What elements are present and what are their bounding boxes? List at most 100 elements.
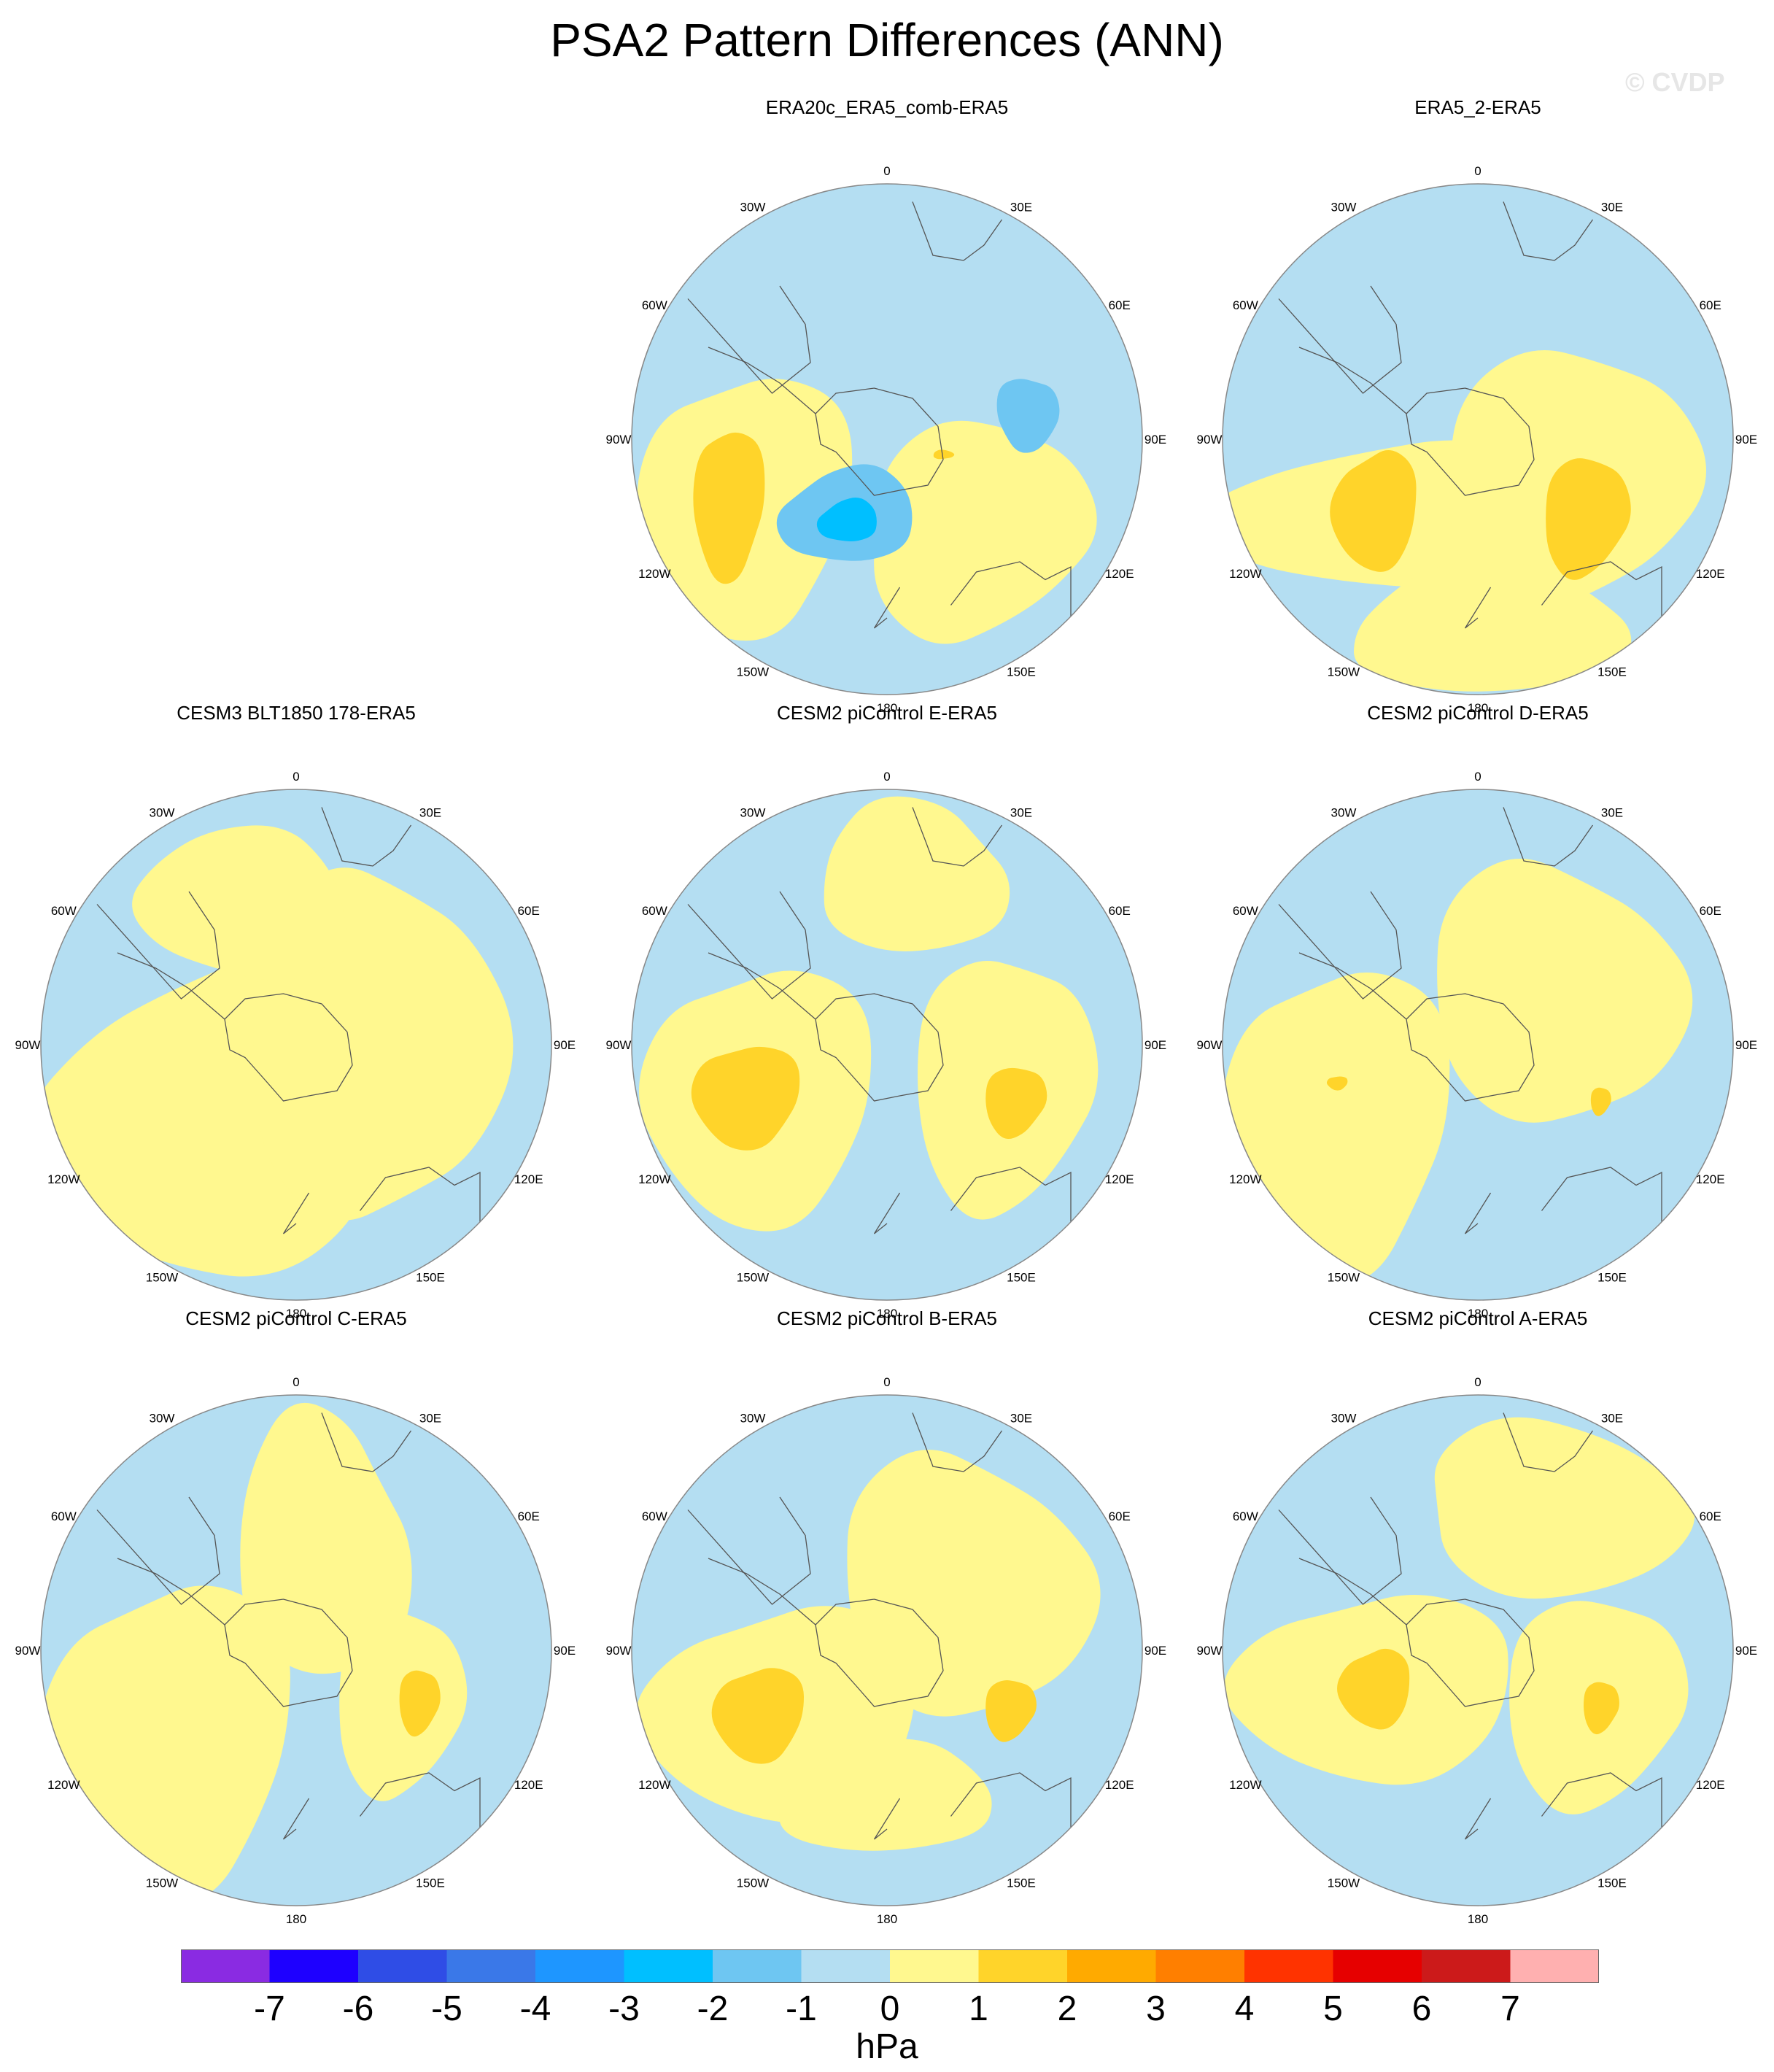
longitude-label: 0 [883, 164, 890, 178]
peninsula-coast [1298, 1558, 1407, 1625]
contour-region-pos-1 [1353, 562, 1632, 692]
colorbar-swatch [1333, 1949, 1422, 1983]
longitude-label: 90W [15, 1644, 41, 1658]
field-layer [1223, 1395, 1733, 1906]
antarctica-coast [815, 1599, 944, 1707]
polar-map-cesm3: 0 30E 60E 90E 120E 150E 180 150W 120W 90W 60W 30W [15, 770, 576, 1321]
longitude-label: 150W [1328, 665, 1360, 679]
longitude-label: 150E [1007, 1876, 1036, 1890]
longitude-label: 60W [1233, 298, 1258, 312]
longitude-label: 60W [1233, 904, 1258, 918]
colorbar-swatch [801, 1949, 891, 1983]
contour-region-pos-2 [711, 1668, 805, 1764]
panel-title: CESM2 piControl B-ERA5 [777, 1307, 997, 1329]
longitude-label: 90W [15, 1038, 41, 1052]
coastlines [1278, 1412, 1662, 1840]
colorbar-tick-label: -2 [697, 1990, 729, 2028]
figure-title: PSA2 Pattern Differences (ANN) [550, 14, 1224, 66]
new-zealand-coast [873, 587, 901, 629]
colorbar-swatch [1510, 1949, 1599, 1983]
map-border [1222, 789, 1734, 1301]
south-america-coast [96, 1496, 220, 1605]
longitude-label: 60E [1109, 1509, 1131, 1523]
map-border [631, 1394, 1143, 1906]
longitude-label: 0 [883, 770, 890, 784]
longitude-label: 30W [740, 1411, 766, 1425]
longitude-label: 120E [514, 1172, 543, 1186]
map-panel-era5-2: ERA5_2-ERA5 0 30E 60E 90E 120E 150E 180 150W 120… [1186, 96, 1770, 731]
australia-coast [1541, 1167, 1662, 1224]
coastlines [1278, 807, 1662, 1234]
longitude-label: 90W [606, 1644, 632, 1658]
watermark: © CVDP [1625, 67, 1725, 97]
longitude-label: 30E [419, 1411, 441, 1425]
panel-title: CESM2 piControl C-ERA5 [185, 1307, 407, 1329]
panel-title: CESM2 piControl D-ERA5 [1367, 702, 1589, 724]
colorbar-swatches [181, 1949, 1599, 1983]
longitude-label: 30E [1010, 805, 1032, 819]
contour-region-pos-2 [399, 1670, 441, 1737]
longitude-label: 90W [1197, 433, 1223, 447]
longitude-label: 180 [1468, 1307, 1488, 1321]
longitude-label: 150E [1597, 1876, 1627, 1890]
new-zealand-coast [282, 1192, 310, 1234]
longitude-label: 120W [638, 1778, 670, 1792]
longitude-label: 120W [1229, 1172, 1261, 1186]
longitude-label: 180 [286, 1912, 306, 1926]
map-panel-era20c: ERA20c_ERA5_comb-ERA5 0 30E 60E 90E 120E 150E… [595, 96, 1179, 731]
south-america-coast [96, 891, 220, 1000]
longitude-label: 30W [1331, 200, 1357, 214]
colorbar-tick-label: 1 [969, 1990, 988, 2028]
colorbar-swatch [535, 1949, 624, 1983]
colorbar-tick-label: -1 [786, 1990, 817, 2028]
south-america-coast [1278, 891, 1402, 1000]
polar-map-cesm2-d: 0 30E 60E 90E 120E 150E 180 150W 120W 90W 60W 30W [1197, 770, 1758, 1321]
map-border [1222, 1394, 1734, 1906]
longitude-label: 90E [1735, 433, 1757, 447]
longitude-label: 180 [877, 701, 897, 715]
longitude-label: 120W [638, 567, 670, 581]
south-america-coast [687, 891, 811, 1000]
antarctica-coast [815, 993, 944, 1102]
africa-coast [1503, 1412, 1594, 1472]
colorbar-swatch [713, 1949, 802, 1983]
longitude-label: 60W [51, 904, 77, 918]
australia-coast [950, 1772, 1072, 1829]
longitude-label: 150E [416, 1876, 445, 1890]
contour-region-pos-2 [691, 1046, 800, 1151]
peninsula-coast [708, 347, 816, 414]
longitude-label: 30W [1331, 805, 1357, 819]
colorbar-tick-label: 3 [1146, 1990, 1166, 2028]
contour-region-pos-2 [933, 449, 955, 460]
field-layer [41, 789, 551, 1300]
new-zealand-coast [873, 1798, 901, 1840]
longitude-label: 150W [737, 665, 769, 679]
longitude-label: 150E [1597, 665, 1627, 679]
contour-region-neg-3 [816, 498, 877, 541]
longitude-label: 90E [1735, 1644, 1757, 1658]
longitude-label: 150W [737, 1271, 769, 1285]
africa-coast [912, 201, 1003, 261]
australia-coast [950, 1167, 1072, 1224]
polar-map-cesm2-a: 0 30E 60E 90E 120E 150E 180 150W 120W 90W 60W 30W [1197, 1375, 1758, 1926]
colorbar-frame [181, 1949, 1599, 1983]
polar-map-era5-2: 0 30E 60E 90E 120E 150E 180 150W 120W 90W 60W 30W [1197, 164, 1758, 715]
map-border [40, 1394, 552, 1906]
longitude-label: 90W [606, 1038, 632, 1052]
longitude-label: 60W [642, 1509, 667, 1523]
peninsula-coast [708, 952, 816, 1020]
polar-map-cesm2-c: 0 30E 60E 90E 120E 150E 180 150W 120W 90W 60W 30W [15, 1375, 576, 1926]
longitude-label: 60E [1700, 298, 1721, 312]
australia-coast [359, 1167, 481, 1224]
longitude-label: 90E [1735, 1038, 1757, 1052]
longitude-label: 60W [642, 298, 667, 312]
new-zealand-coast [1464, 587, 1492, 629]
south-america-coast [1278, 1496, 1402, 1605]
contour-region-pos-1 [132, 825, 348, 981]
longitude-label: 120E [514, 1778, 543, 1792]
longitude-label: 120W [47, 1172, 80, 1186]
panel-title: CESM2 piControl E-ERA5 [777, 702, 997, 724]
longitude-label: 90W [606, 433, 632, 447]
longitude-label: 30E [1601, 200, 1623, 214]
map-panel-cesm3: CESM3 BLT1850 178-ERA5 0 30E 60E 90E 120E 150… [4, 702, 588, 1337]
